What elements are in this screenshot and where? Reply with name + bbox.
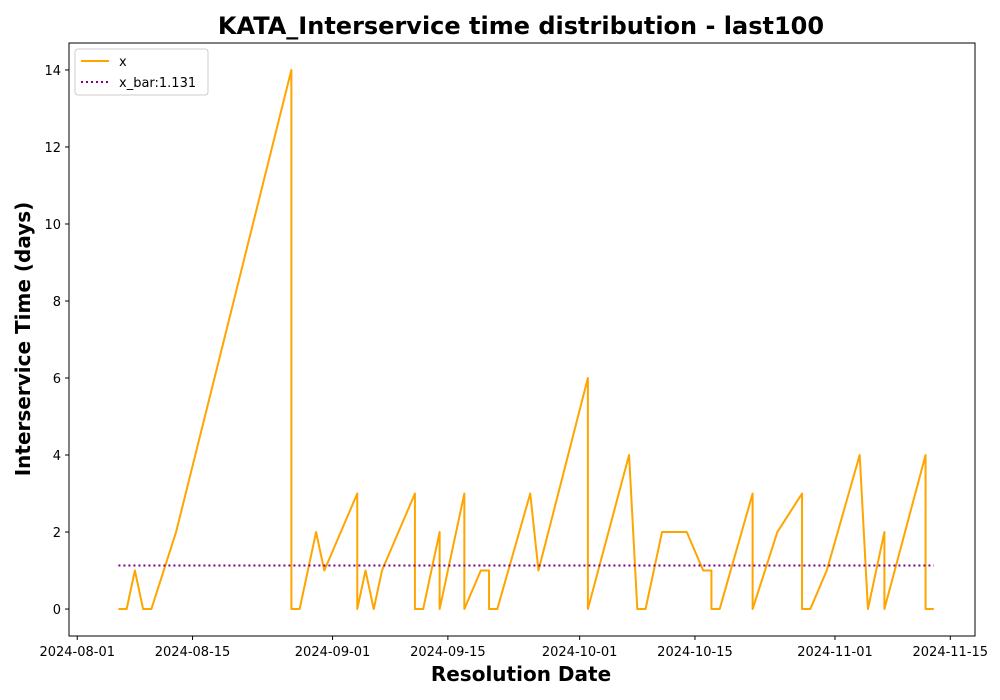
legend: x x_bar:1.131 — [74, 48, 209, 96]
x-tick-label: 2024-10-01 — [542, 645, 618, 660]
y-tick-label: 4 — [53, 449, 61, 464]
legend-label-x: x — [119, 55, 127, 70]
x-tick-label: 2024-11-15 — [913, 645, 989, 660]
x-tick-label: 2024-09-15 — [410, 645, 486, 660]
y-tick-label: 10 — [44, 218, 61, 233]
x-axis-title: Resolution Date — [431, 662, 611, 686]
series-layer — [118, 68, 934, 611]
x-tick-label: 2024-09-01 — [295, 645, 371, 660]
y-tick-label: 14 — [44, 64, 61, 79]
y-tick-label: 8 — [53, 295, 61, 310]
x-axis: 2024-08-01 2024-08-15 2024-09-01 2024-09-15… — [39, 636, 988, 660]
y-axis: 0 2 4 6 8 10 12 14 — [44, 64, 69, 618]
y-tick-label: 2 — [53, 526, 61, 541]
series-line-x — [118, 68, 934, 611]
y-tick-label: 12 — [44, 141, 61, 156]
plot-area — [68, 42, 976, 637]
x-tick-label: 2024-11-01 — [797, 645, 873, 660]
x-tick-label: 2024-08-01 — [39, 645, 115, 660]
y-tick-label: 6 — [53, 372, 61, 387]
chart-title: KATA_Interservice time distribution - la… — [218, 12, 824, 40]
y-axis-title: Interservice Time (days) — [11, 202, 35, 477]
x-tick-label: 2024-08-15 — [155, 645, 231, 660]
legend-label-x-bar: x_bar:1.131 — [119, 76, 196, 91]
y-tick-label: 0 — [53, 603, 61, 618]
x-tick-label: 2024-10-15 — [657, 645, 733, 660]
